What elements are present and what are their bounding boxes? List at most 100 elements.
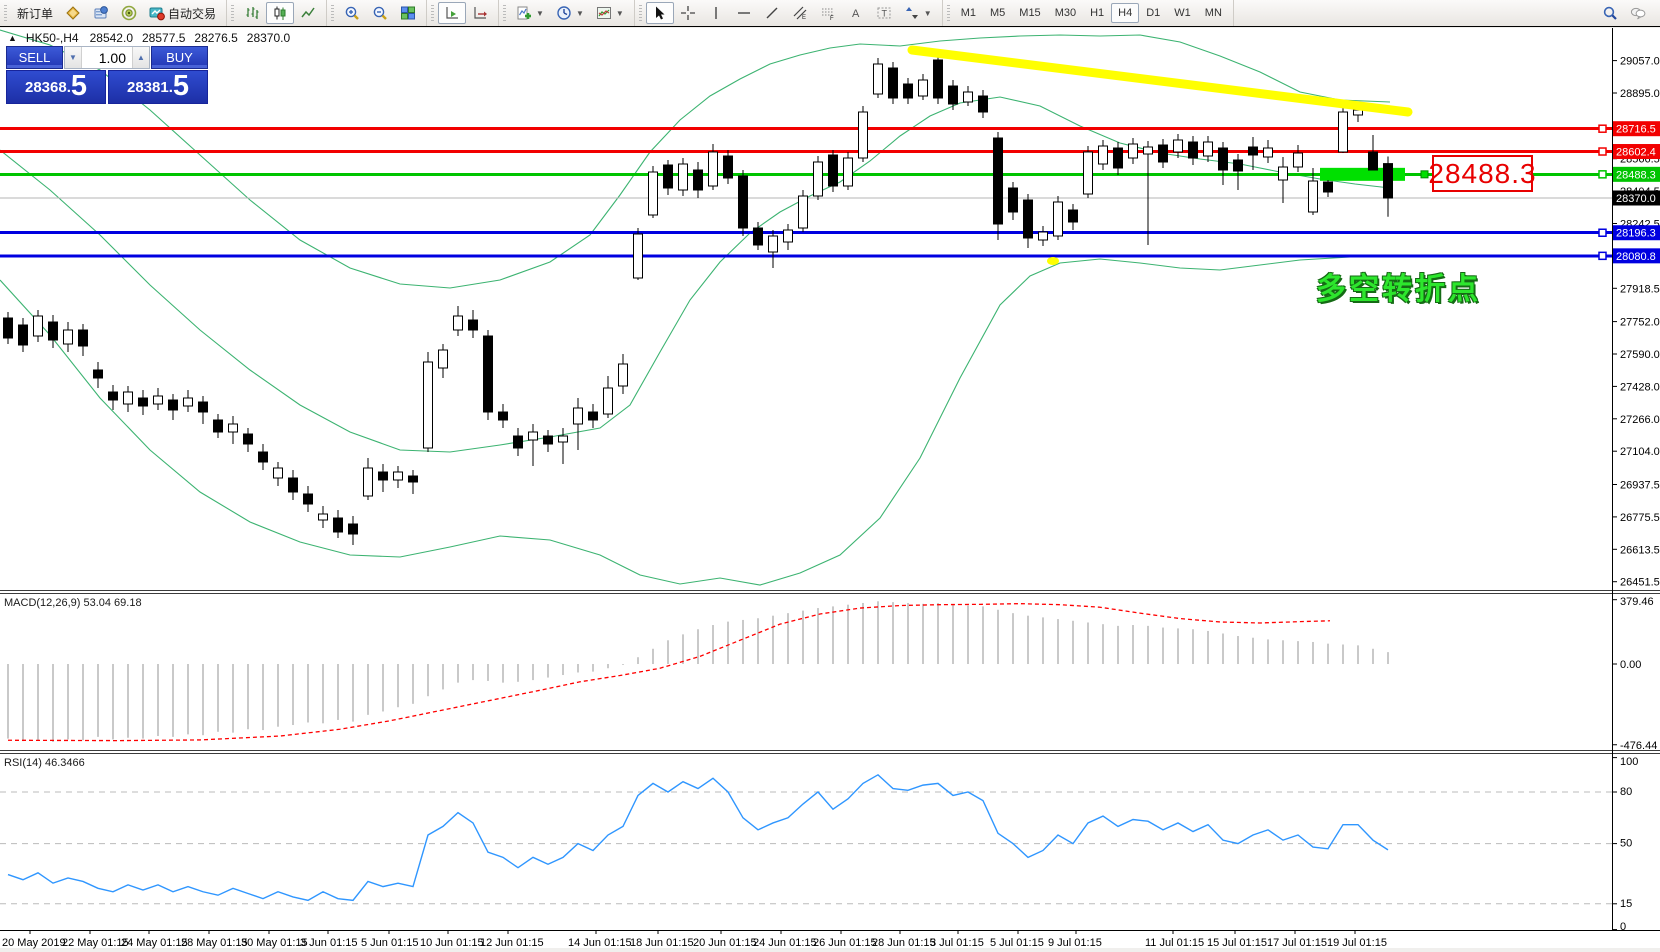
svg-text:28080.8: 28080.8	[1616, 251, 1656, 263]
svg-text:3 Jul 01:15: 3 Jul 01:15	[930, 937, 984, 949]
periods-dropdown-caret[interactable]: ▼	[575, 8, 584, 18]
sell-price-base: 28368.	[24, 79, 71, 96]
chart-frame	[0, 28, 1660, 931]
tab-timeframe-w1[interactable]: W1	[1174, 7, 1191, 19]
autotrading-label: 自动交易	[168, 6, 217, 21]
bar-chart-icon[interactable]	[238, 2, 266, 24]
tab-timeframe-h4[interactable]: H4	[1111, 3, 1140, 23]
arrows-tool-icon[interactable]: ▼	[898, 2, 938, 24]
svg-text:22 May 01:15: 22 May 01:15	[62, 937, 129, 949]
tab-timeframe-d1[interactable]: D1	[1146, 7, 1161, 19]
vertical-line-tool-icon[interactable]	[702, 2, 730, 24]
templates-icon[interactable]: ▼	[590, 2, 630, 24]
periods-icon[interactable]: ▼	[550, 2, 590, 24]
indicators-icon[interactable]: ▼	[510, 2, 550, 24]
cursor-tool-icon[interactable]	[645, 2, 674, 24]
svg-text:12 Jun 01:15: 12 Jun 01:15	[480, 937, 544, 949]
turning-point-annotation[interactable]: 多空转折点	[1316, 273, 1481, 306]
svg-text:50: 50	[1620, 838, 1632, 850]
yellow-trendline-object	[907, 45, 1413, 117]
fibonacci-tool-icon[interactable]: F	[814, 2, 842, 24]
svg-text:19 Jul 01:15: 19 Jul 01:15	[1327, 937, 1387, 949]
equidistant-channel-tool-icon[interactable]: E	[786, 2, 814, 24]
price-axis: 29057.028895.028566.528404.528242.527918…	[1612, 56, 1660, 933]
svg-text:26451.5: 26451.5	[1620, 577, 1660, 589]
svg-text:28716.5: 28716.5	[1616, 124, 1656, 136]
candlestick-chart-icon[interactable]	[266, 2, 295, 24]
chart-shift-icon[interactable]	[466, 2, 494, 24]
toolbar-group-chart-type	[227, 0, 328, 26]
tab-timeframe-mn[interactable]: MN	[1204, 7, 1222, 19]
svg-text:27266.0: 27266.0	[1620, 414, 1660, 426]
tab-timeframe-h1[interactable]: H1	[1090, 7, 1105, 19]
buy-price-base: 28381.	[126, 79, 173, 96]
zoom-in-icon[interactable]	[338, 2, 366, 24]
svg-text:28488.3: 28488.3	[1616, 169, 1656, 181]
svg-text:0: 0	[1620, 921, 1626, 933]
text-tool-icon[interactable]: A	[842, 2, 870, 24]
yellow-dot-object	[1047, 257, 1059, 265]
crosshair-tool-icon[interactable]	[674, 2, 702, 24]
tab-timeframe-m30[interactable]: M30	[1054, 7, 1077, 19]
bollinger-bands	[0, 29, 1391, 586]
sell-button[interactable]: SELL	[6, 46, 63, 69]
candlesticks	[3, 55, 1393, 545]
new-order-button[interactable]: 新订单	[11, 2, 59, 24]
volume-value[interactable]: 1.00	[98, 49, 126, 66]
alerts-icon[interactable]	[115, 2, 143, 24]
buy-button[interactable]: BUY	[151, 46, 208, 69]
arrows-dropdown-caret[interactable]: ▼	[923, 8, 932, 18]
trendline-tool-icon[interactable]	[758, 2, 786, 24]
toolbar-group-drawing: E F A T ▼	[635, 0, 943, 26]
volume-increase-button[interactable]: ▲	[132, 47, 149, 68]
svg-text:29057.0: 29057.0	[1620, 56, 1660, 68]
svg-text:9 Jul 01:15: 9 Jul 01:15	[1048, 937, 1102, 949]
auto-scroll-icon[interactable]	[438, 2, 467, 24]
chat-icon[interactable]	[1624, 2, 1652, 24]
indicators-dropdown-caret[interactable]: ▼	[536, 8, 544, 18]
ohlc-high: 28577.5	[142, 31, 186, 45]
svg-text:5 Jul 01:15: 5 Jul 01:15	[990, 937, 1044, 949]
zoom-out-icon[interactable]	[366, 2, 394, 24]
svg-text:80: 80	[1620, 786, 1632, 798]
sell-price-box[interactable]: 28368. 5	[6, 70, 106, 104]
macd-indicator-label: MACD(12,26,9) 53.04 69.18	[4, 597, 142, 609]
panel-collapse-icon[interactable]: ▲	[8, 33, 17, 43]
svg-text:26937.5: 26937.5	[1620, 480, 1660, 492]
svg-text:26613.5: 26613.5	[1620, 544, 1660, 556]
svg-text:28 Jun 01:15: 28 Jun 01:15	[872, 937, 936, 949]
new-order-label: 新订单	[17, 6, 54, 21]
main-price-pane	[0, 29, 1612, 586]
horizontal-line-tool-icon[interactable]	[730, 2, 758, 24]
svg-text:26775.5: 26775.5	[1620, 512, 1660, 524]
svg-text:28895.0: 28895.0	[1620, 88, 1660, 100]
svg-text:27428.0: 27428.0	[1620, 381, 1660, 393]
svg-text:11 Jul 01:15: 11 Jul 01:15	[1145, 937, 1204, 949]
tab-timeframe-m1[interactable]: M1	[960, 7, 976, 19]
market-watch-icon[interactable]	[59, 2, 87, 24]
tab-timeframe-m5[interactable]: M5	[990, 7, 1006, 19]
buy-price-box[interactable]: 28381. 5	[108, 70, 208, 104]
tab-timeframe-m15[interactable]: M15	[1019, 7, 1041, 19]
key-level-price-label[interactable]: 28488.3	[1428, 155, 1536, 192]
text-label-tool-icon[interactable]: T	[870, 2, 898, 24]
buy-price-big: 5	[172, 70, 190, 102]
strategy-tester-icon[interactable]	[87, 2, 115, 24]
line-chart-icon[interactable]	[294, 2, 322, 24]
tile-windows-icon[interactable]	[394, 2, 422, 24]
volume-decrease-button[interactable]: ▼	[65, 47, 82, 68]
one-click-trading-panel: SELL ▼ 1.00 ▲ BUY 28368. 5 28381. 5	[6, 46, 208, 104]
search-icon[interactable]	[1596, 2, 1624, 24]
ohlc-low: 28276.5	[194, 31, 238, 45]
svg-text:20 May 2019: 20 May 2019	[2, 937, 66, 949]
svg-text:T: T	[881, 9, 887, 19]
svg-text:27918.5: 27918.5	[1620, 283, 1660, 295]
templates-dropdown-caret[interactable]: ▼	[615, 8, 624, 18]
autotrading-button[interactable]: 自动交易	[143, 2, 222, 24]
svg-text:A: A	[852, 8, 860, 20]
main-toolbar: 新订单 自动交易	[0, 0, 1660, 27]
svg-text:27104.0: 27104.0	[1620, 446, 1660, 458]
chart-window: 29057.028895.028566.528404.528242.527918…	[0, 28, 1660, 949]
